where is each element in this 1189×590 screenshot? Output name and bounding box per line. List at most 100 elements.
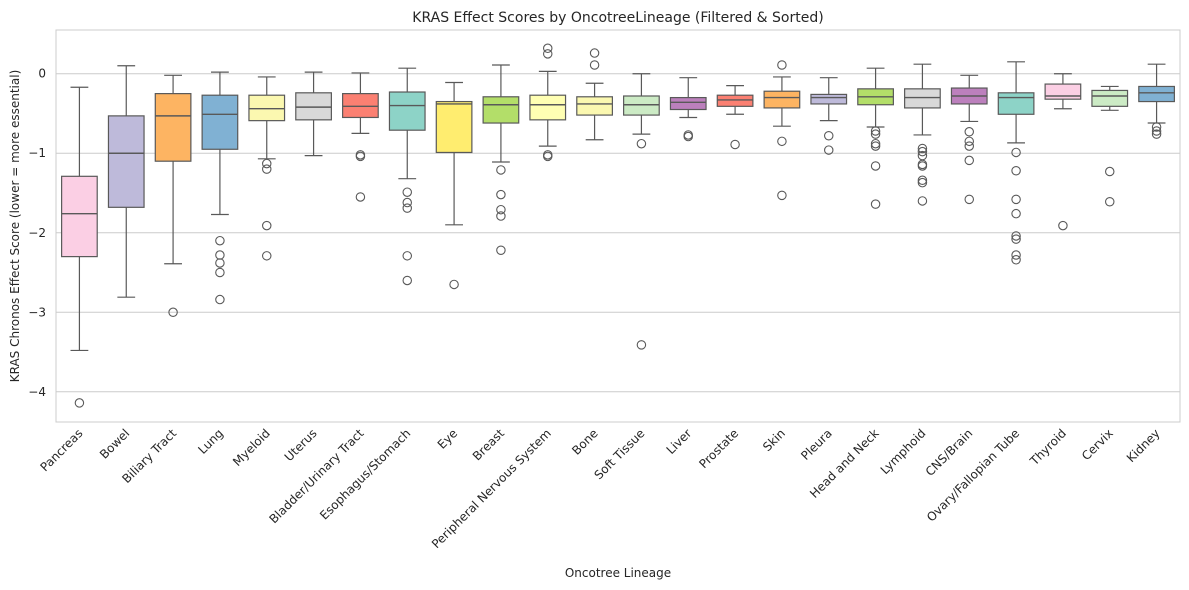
- iqr-box: [904, 88, 941, 109]
- iqr-box: [107, 115, 145, 208]
- iqr-box: [201, 94, 239, 150]
- outlier-point: [777, 60, 787, 70]
- outlier-point: [542, 151, 553, 162]
- box-ovary-fallopian-tube: [997, 61, 1035, 265]
- outlier-point: [74, 398, 85, 408]
- box-pancreas: [61, 86, 98, 408]
- outlier-point: [261, 220, 272, 231]
- x-tick-label: Pancreas: [38, 426, 86, 474]
- box-uterus: [295, 71, 332, 157]
- outlier-point: [964, 127, 974, 137]
- x-tick-label: Liver: [664, 426, 695, 457]
- iqr-box: [623, 95, 660, 116]
- x-tick-label: Eye: [435, 426, 461, 452]
- box-peripheral-nervous-system: [529, 43, 567, 162]
- outlier-point: [1011, 208, 1021, 219]
- outlier-point: [402, 187, 412, 197]
- x-tick-label: Prostate: [696, 426, 741, 471]
- outlier-point: [917, 161, 928, 171]
- iqr-box: [388, 91, 426, 131]
- box-head-and-neck: [857, 67, 894, 209]
- x-tick-label: Uterus: [282, 426, 320, 464]
- y-tick-label: 0: [38, 67, 46, 81]
- box-lung: [201, 71, 239, 305]
- y-axis-label: KRAS Chronos Effect Score (lower = more …: [8, 70, 22, 383]
- outlier-point: [777, 136, 787, 147]
- outlier-point: [589, 48, 600, 58]
- iqr-box: [810, 93, 848, 105]
- outlier-point: [964, 141, 974, 151]
- outlier-point: [215, 267, 225, 278]
- box-myeloid: [248, 76, 286, 261]
- outlier-point: [355, 192, 366, 202]
- iqr-box: [1091, 89, 1129, 107]
- iqr-box: [1138, 85, 1175, 103]
- outlier-point: [1151, 129, 1162, 139]
- outlier-point: [402, 275, 412, 286]
- outlier-point: [496, 165, 506, 175]
- outlier-point: [1011, 234, 1021, 244]
- y-tick-label: −4: [28, 385, 46, 399]
- boxes-layer: [61, 43, 1175, 408]
- outlier-point: [870, 141, 881, 151]
- outlier-point: [589, 60, 600, 70]
- outlier-point: [870, 199, 881, 209]
- outlier-point: [496, 189, 506, 200]
- outlier-point: [964, 194, 974, 205]
- outlier-point: [261, 164, 272, 174]
- iqr-box: [482, 96, 520, 124]
- box-kidney: [1138, 63, 1175, 139]
- box-biliary-tract: [154, 74, 192, 318]
- box-pleura: [810, 77, 848, 155]
- x-tick-label: Thyroid: [1027, 426, 1069, 468]
- outlier-point: [215, 294, 225, 305]
- iqr-box: [576, 96, 613, 116]
- iqr-box: [997, 92, 1035, 115]
- box-bowel: [107, 65, 145, 298]
- outlier-point: [917, 175, 928, 186]
- x-tick-label: Kidney: [1124, 426, 1163, 465]
- box-breast: [482, 64, 520, 256]
- box-eye: [435, 81, 473, 290]
- outlier-point: [1011, 194, 1021, 205]
- x-tick-label: Myeloid: [230, 426, 273, 469]
- outlier-point: [402, 251, 412, 261]
- y-tick-label: −1: [28, 146, 46, 160]
- outlier-point: [496, 204, 506, 215]
- outlier-point: [1011, 147, 1021, 158]
- iqr-box: [342, 93, 379, 119]
- iqr-box: [248, 94, 286, 122]
- outlier-point: [402, 197, 412, 208]
- x-tick-label: Skin: [760, 426, 788, 454]
- outlier-point: [964, 136, 974, 147]
- outlier-point: [496, 245, 506, 256]
- outlier-point: [1105, 166, 1115, 177]
- outlier-point: [1011, 255, 1021, 265]
- box-cervix: [1091, 85, 1129, 207]
- x-tick-label: Lymphoid: [878, 426, 929, 477]
- outlier-point: [402, 203, 412, 213]
- outlier-point: [215, 235, 225, 246]
- y-tick-label: −3: [28, 305, 46, 319]
- x-tick-label: Ovary/Fallopian Tube: [924, 426, 1022, 524]
- box-skin: [763, 60, 801, 201]
- outlier-point: [964, 155, 974, 166]
- outlier-point: [355, 151, 366, 162]
- outlier-point: [542, 43, 553, 54]
- box-cns-brain: [950, 74, 988, 205]
- outlier-point: [777, 190, 787, 201]
- outlier-point: [261, 251, 272, 261]
- box-bone: [576, 48, 613, 141]
- outlier-point: [870, 126, 881, 136]
- outlier-point: [542, 49, 553, 59]
- outlier-point: [168, 307, 178, 318]
- iqr-box: [1044, 83, 1082, 100]
- x-tick-label: Cervix: [1079, 426, 1116, 463]
- x-tick-label: Pleura: [798, 426, 835, 463]
- outlier-point: [1011, 231, 1021, 241]
- iqr-box: [61, 175, 98, 258]
- box-thyroid: [1044, 73, 1082, 231]
- x-tick-label: Esophagus/Stomach: [317, 426, 413, 522]
- outlier-point: [1151, 122, 1162, 132]
